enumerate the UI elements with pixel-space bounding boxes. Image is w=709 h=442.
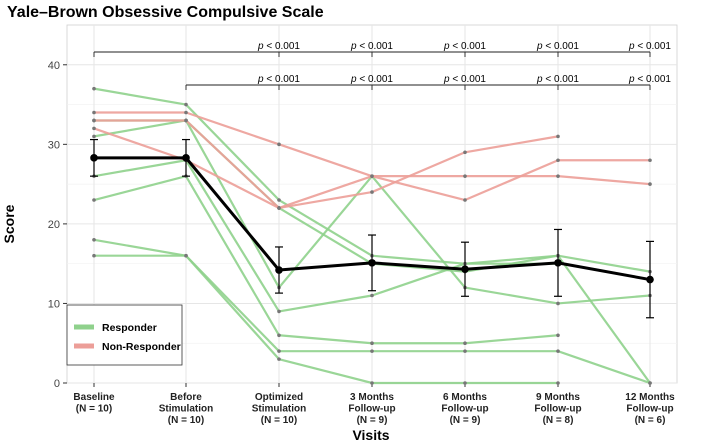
p-value-label: p < 0.001: [628, 74, 671, 85]
p-value-label: p < 0.001: [443, 41, 486, 52]
patient-point: [556, 301, 560, 306]
p-value-label: p < 0.001: [257, 74, 300, 85]
p-value-label: p < 0.001: [350, 41, 393, 52]
patient-point: [370, 293, 374, 298]
responder-patient-line: [93, 159, 558, 313]
x-tick-label: Optimized Stimulation (N = 10): [252, 392, 306, 426]
patient-point: [463, 381, 467, 385]
patient-point: [648, 381, 652, 385]
patient-point: [556, 381, 560, 385]
responder-patient-line: [93, 175, 559, 345]
legend: Responder Non-Responder: [66, 304, 183, 366]
mean-point: [182, 154, 190, 162]
patient-point: [92, 118, 96, 123]
p-value-label: p < 0.001: [536, 74, 579, 85]
patient-point: [92, 198, 96, 202]
p-value-label: p < 0.001: [350, 74, 393, 85]
mean-point: [275, 266, 283, 274]
patient-point: [184, 110, 188, 115]
chart-title: Yale–Brown Obsessive Compulsive Scale: [7, 4, 324, 21]
x-axis-label: Visits: [352, 427, 389, 442]
patient-point: [370, 190, 374, 194]
mean-point: [461, 265, 469, 274]
patient-point: [92, 110, 96, 115]
patient-point: [463, 174, 467, 178]
patient-point: [370, 349, 374, 353]
x-tick-label: 9 Months Follow-up (N = 8): [534, 392, 581, 426]
patient-point: [370, 381, 374, 385]
y-tick-label: 10: [48, 298, 60, 310]
significance-annotations: p < 0.001 p < 0.001 p < 0.001 p < 0.001 p < …: [93, 41, 671, 90]
patient-point: [556, 158, 560, 163]
patient-point: [184, 102, 188, 107]
patient-point: [92, 126, 96, 131]
x-tick-label: Before Stimulation (N = 10): [159, 392, 213, 426]
patient-point: [277, 198, 281, 202]
mean-line-group: [90, 138, 654, 319]
patient-point: [92, 253, 96, 258]
legend-box: [66, 304, 183, 366]
patient-point: [556, 349, 560, 353]
mean-point: [554, 259, 562, 267]
legend-responder-label: Responder: [102, 322, 157, 334]
x-tick-label: Baseline (N = 10): [73, 392, 115, 415]
y-tick-label: 30: [48, 139, 60, 151]
patient-point: [92, 86, 96, 91]
legend-non-responder-label: Non-Responder: [102, 341, 181, 353]
patient-point: [277, 349, 281, 353]
patient-point: [184, 118, 188, 123]
patient-point: [648, 182, 652, 186]
p-value-label: p < 0.001: [536, 41, 579, 52]
patient-point: [463, 198, 467, 202]
mean-point: [368, 259, 376, 267]
y-tick-label: 40: [48, 60, 60, 72]
patient-point: [648, 158, 652, 163]
patient-point: [277, 333, 281, 338]
mean-point: [646, 275, 654, 284]
patient-point: [463, 349, 467, 353]
patient-point: [92, 134, 96, 139]
patient-point: [277, 206, 281, 210]
patient-point: [556, 174, 560, 178]
p-value-label: p < 0.001: [628, 41, 671, 52]
patient-point: [370, 174, 374, 178]
axes: 0 10 20 30 40 Baseline (N = 10) Before Stimulati…: [48, 60, 675, 426]
y-axis-label: Score: [1, 204, 17, 243]
patient-point: [370, 341, 374, 346]
y-tick-label: 0: [54, 378, 60, 390]
patient-point: [463, 341, 467, 346]
p-value-label: p < 0.001: [443, 74, 486, 85]
x-tick-label: 6 Months Follow-up (N = 9): [441, 392, 488, 426]
p-value-label: p < 0.001: [257, 41, 300, 52]
x-tick-label: 3 Months Follow-up (N = 9): [348, 392, 395, 426]
patient-point: [277, 142, 281, 147]
non_responder-patient-line: [94, 119, 559, 210]
responder-patient-line: [94, 254, 558, 385]
patient-point: [556, 333, 560, 338]
mean-point: [90, 154, 98, 162]
x-tick-label: 12 Months Follow-up (N = 6): [625, 392, 675, 426]
patient-point: [277, 357, 281, 361]
patient-point: [184, 253, 188, 258]
patient-point: [556, 134, 560, 139]
patient-point: [277, 309, 281, 314]
patient-point: [92, 238, 96, 242]
patient-point: [463, 150, 467, 155]
y-tick-label: 20: [48, 219, 60, 231]
